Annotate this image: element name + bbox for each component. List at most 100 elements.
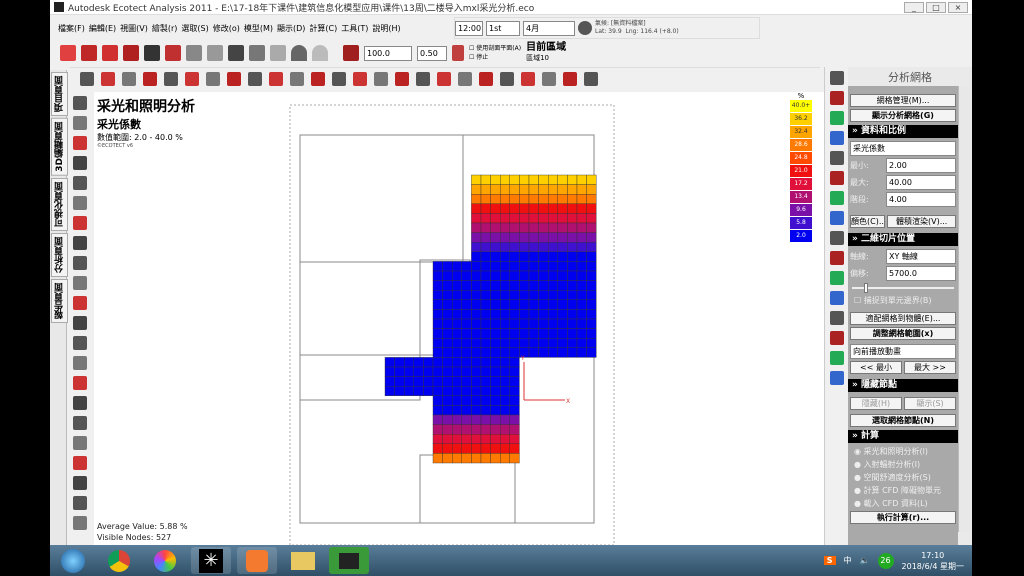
tool-icon[interactable] bbox=[73, 396, 87, 410]
tool-icon[interactable] bbox=[101, 71, 115, 86]
paste-icon[interactable] bbox=[228, 45, 244, 61]
menu-display[interactable]: 顯示(D) bbox=[277, 23, 306, 33]
tool-icon[interactable] bbox=[73, 496, 87, 510]
adjust-grid-button[interactable]: 調整網格範圍(x) bbox=[850, 327, 956, 340]
tool-icon[interactable] bbox=[80, 71, 94, 86]
tool-icon[interactable] bbox=[479, 71, 493, 86]
tool-icon[interactable] bbox=[437, 71, 451, 86]
data-type-select[interactable]: 采光係數 bbox=[850, 141, 956, 156]
snap-checkbox[interactable]: ☐ 捕捉到單元邊界(B) bbox=[854, 296, 932, 305]
taskbar-app2[interactable] bbox=[329, 547, 369, 574]
max-input[interactable]: 40.00 bbox=[886, 175, 956, 190]
tab-visualise[interactable]: 可視化頁面 bbox=[51, 177, 68, 231]
calc-option-cfd-cells[interactable]: ● 計算 CFD 障礙物單元 bbox=[854, 486, 941, 495]
tab-report[interactable]: 報告頁面 bbox=[51, 278, 68, 323]
step-input[interactable]: 0.50 bbox=[417, 45, 447, 61]
offset-input[interactable]: 5700.0 bbox=[886, 266, 956, 281]
tool-icon[interactable] bbox=[73, 236, 87, 250]
tool-icon[interactable] bbox=[143, 71, 157, 86]
tool-icon[interactable] bbox=[353, 71, 367, 86]
ime-indicator[interactable]: 中 bbox=[843, 556, 852, 565]
tool-icon[interactable] bbox=[122, 71, 136, 86]
tool-icon[interactable] bbox=[829, 311, 844, 325]
tool-icon[interactable] bbox=[185, 71, 199, 86]
taskbar-browser[interactable] bbox=[145, 547, 185, 574]
menu-draw[interactable]: 繪製(r) bbox=[151, 23, 178, 33]
taskbar-chrome[interactable] bbox=[99, 547, 139, 574]
tool-icon[interactable] bbox=[829, 331, 844, 345]
tool-icon[interactable] bbox=[164, 71, 178, 86]
grid-management-button[interactable]: 網格管理(M)... bbox=[850, 94, 956, 107]
tool-icon[interactable] bbox=[73, 136, 87, 150]
start-button[interactable] bbox=[53, 547, 93, 574]
tool-icon[interactable] bbox=[73, 476, 87, 490]
tool-icon[interactable] bbox=[73, 316, 87, 330]
cut-icon[interactable] bbox=[186, 45, 202, 61]
menu-help[interactable]: 說明(H) bbox=[372, 23, 401, 33]
tool-icon[interactable] bbox=[829, 151, 844, 165]
tool-icon[interactable] bbox=[500, 71, 514, 86]
tool-icon[interactable] bbox=[829, 351, 844, 365]
color-button[interactable]: 顏色(C)... bbox=[850, 215, 886, 228]
max-button[interactable]: 最大 >> bbox=[904, 361, 956, 374]
current-zone[interactable]: 區域10 bbox=[526, 54, 550, 62]
tool-icon[interactable] bbox=[227, 71, 241, 86]
tool-icon[interactable] bbox=[73, 156, 87, 170]
tool-icon[interactable] bbox=[584, 71, 598, 86]
tool-icon[interactable] bbox=[206, 71, 220, 86]
tool-icon[interactable] bbox=[73, 96, 87, 110]
animation-select[interactable]: 向前播放動畫 bbox=[850, 344, 956, 359]
section-data-scale[interactable]: » 資料和比例 bbox=[848, 125, 958, 138]
tool-icon[interactable] bbox=[458, 71, 472, 86]
save-file-icon[interactable] bbox=[102, 45, 118, 61]
section-calculate[interactable]: » 計算 bbox=[848, 430, 958, 443]
menu-modify[interactable]: 修改(o) bbox=[212, 23, 240, 33]
tool-icon[interactable] bbox=[311, 71, 325, 86]
undo-icon[interactable] bbox=[291, 45, 307, 61]
tool-icon[interactable] bbox=[290, 71, 304, 86]
tool-icon[interactable] bbox=[73, 436, 87, 450]
volume-render-button[interactable]: 體積渲染(V)... bbox=[887, 215, 956, 228]
tool-icon[interactable] bbox=[73, 516, 87, 530]
section-2d-slice[interactable]: » 二維切片位置 bbox=[848, 233, 958, 246]
calc-option-cfd-load[interactable]: ● 載入 CFD 資料(L) bbox=[854, 499, 928, 508]
tool-icon[interactable] bbox=[829, 191, 844, 205]
export-icon[interactable] bbox=[123, 45, 139, 61]
copy-icon[interactable] bbox=[207, 45, 223, 61]
taskbar-explorer[interactable] bbox=[283, 547, 323, 574]
menu-select[interactable]: 選取(S) bbox=[181, 23, 209, 33]
tool-icon[interactable] bbox=[416, 71, 430, 86]
tab-analysis[interactable]: 分析頁面 bbox=[51, 232, 68, 277]
axes-icon[interactable] bbox=[452, 45, 464, 61]
month-select[interactable]: 4月 bbox=[523, 20, 575, 36]
magnet-icon[interactable] bbox=[343, 45, 359, 61]
taskbar-ecotect[interactable]: ✳ bbox=[191, 547, 231, 574]
minimize-button[interactable]: _ bbox=[904, 1, 924, 13]
properties-icon[interactable] bbox=[144, 45, 160, 61]
hour-input[interactable]: 12:00 bbox=[455, 20, 483, 36]
globe-icon[interactable] bbox=[578, 21, 592, 35]
scale-input[interactable]: 100.0 bbox=[364, 45, 412, 61]
redo-icon[interactable] bbox=[312, 45, 328, 61]
hide-button[interactable]: 隱藏(H) bbox=[850, 397, 902, 410]
menu-model[interactable]: 模型(M) bbox=[243, 23, 274, 33]
volume-icon[interactable]: 🔈 bbox=[859, 556, 870, 565]
tool-icon[interactable] bbox=[73, 116, 87, 130]
tool-icon[interactable] bbox=[542, 71, 556, 86]
tool-icon[interactable] bbox=[73, 216, 87, 230]
tool-icon[interactable] bbox=[269, 71, 283, 86]
run-calculation-button[interactable]: 執行計算(r)... bbox=[850, 511, 956, 524]
day-input[interactable]: 1st bbox=[486, 20, 520, 36]
open-file-icon[interactable] bbox=[81, 45, 97, 61]
tool-icon[interactable] bbox=[73, 276, 87, 290]
select-nodes-button[interactable]: 選取網格節點(N) bbox=[850, 414, 956, 427]
panel-scrollbar[interactable] bbox=[958, 86, 970, 532]
tool-icon[interactable] bbox=[829, 271, 844, 285]
tool-icon[interactable] bbox=[73, 256, 87, 270]
tool-icon[interactable] bbox=[73, 336, 87, 350]
tool-icon[interactable] bbox=[829, 291, 844, 305]
tool-icon[interactable] bbox=[829, 91, 844, 105]
tool-icon[interactable] bbox=[73, 356, 87, 370]
menu-file[interactable]: 檔案(F) bbox=[58, 23, 85, 33]
